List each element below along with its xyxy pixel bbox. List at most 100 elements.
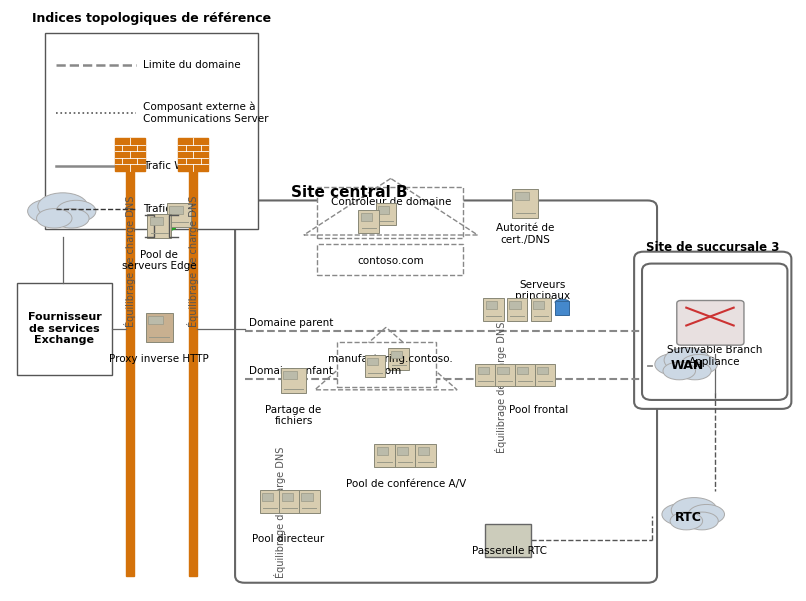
Ellipse shape: [671, 498, 717, 523]
Text: Trafic WAN: Trafic WAN: [143, 161, 199, 171]
Text: Pool directeur: Pool directeur: [252, 534, 324, 544]
Bar: [148, 316, 163, 324]
Text: Proxy inverse HTTP: Proxy inverse HTTP: [110, 354, 209, 364]
Text: Équilibrage de charge DNS: Équilibrage de charge DNS: [124, 196, 136, 328]
FancyBboxPatch shape: [642, 264, 787, 400]
Bar: [367, 358, 378, 365]
Bar: [507, 298, 527, 321]
Text: manufacturing.contoso.
com: manufacturing.contoso. com: [328, 354, 453, 376]
FancyBboxPatch shape: [634, 252, 791, 409]
Bar: [301, 493, 313, 501]
Text: Site central B: Site central B: [290, 186, 407, 201]
Ellipse shape: [56, 200, 96, 222]
Bar: [530, 298, 551, 321]
Bar: [395, 444, 415, 466]
Bar: [126, 169, 134, 576]
Bar: [485, 301, 496, 309]
Bar: [283, 371, 297, 379]
Bar: [361, 213, 372, 221]
Bar: [388, 347, 409, 370]
Bar: [397, 447, 409, 455]
Ellipse shape: [670, 512, 703, 530]
Text: Pool de conférence A/V: Pool de conférence A/V: [347, 479, 467, 489]
Ellipse shape: [555, 299, 569, 305]
Bar: [299, 490, 320, 513]
Bar: [517, 367, 529, 374]
Bar: [337, 342, 436, 387]
Bar: [169, 206, 182, 214]
Bar: [376, 447, 388, 455]
Bar: [262, 493, 273, 501]
Ellipse shape: [664, 347, 710, 373]
FancyBboxPatch shape: [484, 525, 530, 557]
Ellipse shape: [663, 362, 696, 380]
FancyBboxPatch shape: [677, 300, 744, 345]
Bar: [391, 350, 402, 358]
Ellipse shape: [38, 193, 88, 220]
Bar: [415, 444, 436, 466]
Bar: [147, 214, 171, 238]
Bar: [150, 217, 163, 225]
FancyBboxPatch shape: [235, 201, 657, 583]
Bar: [478, 367, 489, 374]
Ellipse shape: [27, 199, 72, 223]
Bar: [555, 301, 569, 316]
Text: Pool frontal: Pool frontal: [509, 404, 568, 415]
Text: Contrôleur de domaine: Contrôleur de domaine: [330, 197, 451, 207]
Bar: [509, 301, 521, 309]
Ellipse shape: [686, 512, 718, 530]
Text: Équilibrage de charge DNS: Équilibrage de charge DNS: [274, 446, 286, 578]
Bar: [318, 188, 463, 238]
Bar: [359, 210, 379, 233]
Bar: [318, 244, 463, 275]
Bar: [281, 368, 306, 394]
Bar: [515, 192, 529, 200]
Text: Passerelle RTC: Passerelle RTC: [472, 546, 546, 556]
Text: Composant externe à
Communications Server: Composant externe à Communications Serve…: [143, 102, 269, 124]
Text: Domaine parent: Domaine parent: [248, 319, 333, 329]
Text: Fournisseur
de services
Exchange: Fournisseur de services Exchange: [27, 312, 102, 346]
Bar: [515, 364, 535, 386]
Text: Domaine enfant: Domaine enfant: [248, 366, 333, 376]
Ellipse shape: [688, 504, 725, 524]
Text: Indices topologiques de référence: Indices topologiques de référence: [31, 13, 271, 25]
Bar: [260, 490, 280, 513]
Ellipse shape: [662, 504, 702, 525]
Bar: [476, 364, 496, 386]
Ellipse shape: [679, 362, 711, 380]
Ellipse shape: [654, 353, 695, 376]
Bar: [167, 204, 191, 227]
Text: Survivable Branch
Appliance: Survivable Branch Appliance: [667, 345, 762, 367]
Ellipse shape: [54, 209, 89, 228]
Bar: [537, 367, 548, 374]
Bar: [418, 447, 429, 455]
Bar: [374, 444, 395, 466]
Text: Autorité de
cert./DNS: Autorité de cert./DNS: [496, 223, 555, 245]
Text: Équilibrage de charge DNS: Équilibrage de charge DNS: [187, 196, 199, 328]
Text: Pool de
serveurs Edge: Pool de serveurs Edge: [122, 250, 197, 272]
Bar: [376, 203, 397, 225]
Bar: [146, 313, 172, 341]
Bar: [533, 301, 544, 309]
Text: RTC: RTC: [675, 511, 702, 524]
Bar: [280, 490, 300, 513]
Ellipse shape: [36, 209, 72, 228]
Bar: [364, 355, 385, 377]
Text: Serveurs
principaux: Serveurs principaux: [515, 279, 570, 301]
Text: WAN: WAN: [671, 359, 704, 373]
Bar: [495, 364, 516, 386]
Bar: [497, 367, 509, 374]
Text: Limite du domaine: Limite du domaine: [143, 60, 241, 70]
Bar: [281, 493, 293, 501]
Bar: [513, 189, 538, 218]
Bar: [189, 169, 197, 576]
Bar: [534, 364, 555, 386]
Text: contoso.com: contoso.com: [357, 255, 424, 266]
Text: Partage de
fichiers: Partage de fichiers: [265, 404, 322, 426]
Bar: [115, 138, 145, 171]
Text: Trafic RTC: Trafic RTC: [143, 204, 194, 215]
Bar: [44, 32, 258, 229]
Text: Équilibrage de charge DNS: Équilibrage de charge DNS: [496, 321, 507, 453]
Ellipse shape: [681, 355, 717, 374]
Bar: [17, 282, 112, 375]
